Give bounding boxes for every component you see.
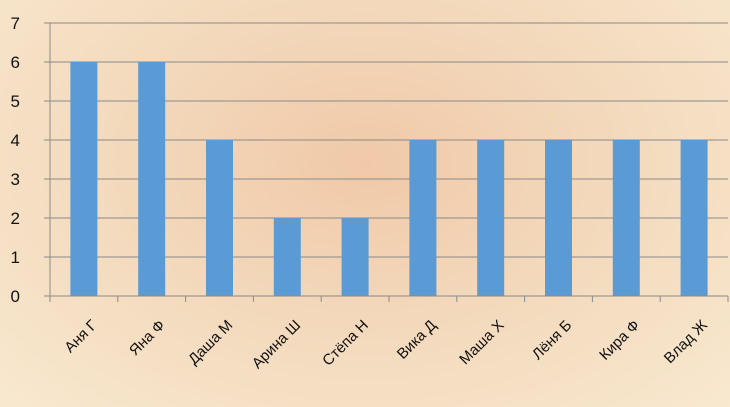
y-tick-label: 7 [11,14,20,33]
y-tick-label: 6 [11,53,20,72]
x-category-label: Лёня Б [529,317,575,363]
x-category-label: Даша М [185,317,236,368]
y-tick-label: 0 [11,287,20,306]
x-category-label: Арина Ш [249,317,304,372]
x-category-label: Влад Ж [661,317,711,367]
bar [138,62,166,296]
bar [477,140,505,296]
y-tick-label: 3 [11,170,20,189]
bar [273,218,301,296]
x-category-label: Кира Ф [596,317,643,364]
x-category-label: Яна Ф [126,317,168,359]
x-category-label: Маша Х [456,317,507,368]
bar [70,62,98,296]
x-category-label: Вика Д [394,317,440,363]
bar [409,140,437,296]
x-category-label: Аня Г [61,317,100,356]
y-tick-label: 2 [11,209,20,228]
y-tick-label: 4 [11,131,20,150]
bar [545,140,572,296]
bar [341,218,369,296]
y-tick-label: 1 [11,248,20,267]
bar [206,140,233,296]
x-category-label: Стёпа Н [319,317,372,370]
bar [680,140,708,296]
bar [612,140,640,296]
y-tick-label: 5 [11,92,20,111]
